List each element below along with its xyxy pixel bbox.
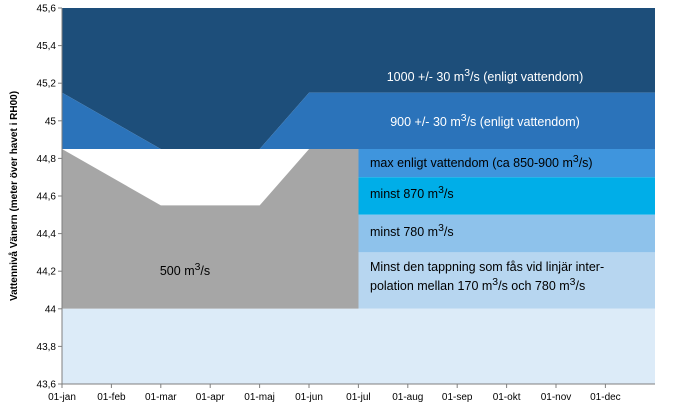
x-tick-label: 01-dec — [590, 392, 621, 403]
zone-label-text: 900 +/- 30 m3/s (enligt vattendom) — [390, 113, 580, 130]
zone-label-text: minst 870 m3/s — [370, 185, 454, 202]
zone-label-z780: minst 780 m3/s — [370, 223, 454, 240]
y-tick-label: 43,6 — [37, 380, 57, 391]
x-tick-label: 01-mar — [145, 392, 177, 403]
zone-z780 — [358, 214, 655, 253]
y-tick-label: 45,4 — [37, 41, 57, 52]
y-tick-label: 44,8 — [37, 154, 57, 165]
zone-label-z1000: 1000 +/- 30 m3/s (enligt vattendom) — [386, 68, 584, 85]
x-tick-label: 01-jan — [48, 392, 76, 403]
y-tick-label: 44,6 — [37, 192, 57, 203]
y-tick-label: 45 — [45, 116, 57, 127]
x-tick-label: 01-nov — [541, 392, 572, 403]
zone-label-text: Minst den tappning som fås vid linjär in… — [370, 260, 605, 294]
y-tick-label: 45,2 — [37, 79, 57, 90]
zone-label-z500: 500 m3/s — [159, 262, 211, 279]
zone-zbase — [62, 308, 655, 384]
zone-label-z870: minst 870 m3/s — [370, 185, 454, 202]
zone-label-text: max enligt vattendom (ca 850-900 m3/s) — [370, 154, 593, 171]
y-tick-label: 43,8 — [37, 342, 57, 353]
zone-zmax — [358, 149, 655, 178]
zone-z900 — [62, 92, 655, 149]
zone-label-text: minst 780 m3/s — [370, 223, 454, 240]
x-tick-label: 01-jun — [295, 392, 323, 403]
y-tick-label: 44,4 — [37, 229, 57, 240]
zone-label-zmax: max enligt vattendom (ca 850-900 m3/s) — [370, 154, 593, 171]
y-tick-label: 45,6 — [37, 4, 57, 15]
zone-label-text: 500 m3/s — [159, 262, 211, 279]
zone-labels: 1000 +/- 30 m3/s (enligt vattendom) 900 +… — [159, 68, 605, 294]
x-tick-label: 01-aug — [392, 392, 423, 403]
x-tick-label: 01-apr — [196, 392, 226, 403]
zone-zinterp — [358, 252, 655, 309]
y-ticks: 45,6 45,4 45,2 45 44,8 44,6 44,4 44,2 44 43,8 43,6 — [37, 4, 62, 391]
zone-label-text: 1000 +/- 30 m3/s (enligt vattendom) — [386, 68, 584, 85]
y-tick-label: 44,2 — [37, 267, 57, 278]
y-tick-label: 44 — [45, 304, 57, 315]
x-ticks: 01-jan 01-feb 01-mar 01-apr 01-maj 01-jun 01-j… — [48, 384, 621, 403]
x-tick-label: 01-okt — [493, 392, 521, 403]
zone-z500 — [62, 149, 359, 309]
zone-label-z900: 900 +/- 30 m3/s (enligt vattendom) — [390, 113, 580, 130]
x-tick-label: 01-maj — [244, 392, 275, 403]
zone-label-zinterp: Minst den tappning som fås vid linjär in… — [370, 260, 605, 294]
x-tick-label: 01-sep — [442, 392, 473, 403]
x-tick-label: 01-feb — [97, 392, 126, 403]
zones-layer — [62, 8, 655, 384]
zone-z1000 — [62, 8, 655, 149]
x-tick-label: 01-jul — [346, 392, 370, 403]
zone-z870 — [358, 177, 655, 215]
y-axis-title: Vattennivå Vänern (meter över havet i RH… — [8, 91, 20, 301]
